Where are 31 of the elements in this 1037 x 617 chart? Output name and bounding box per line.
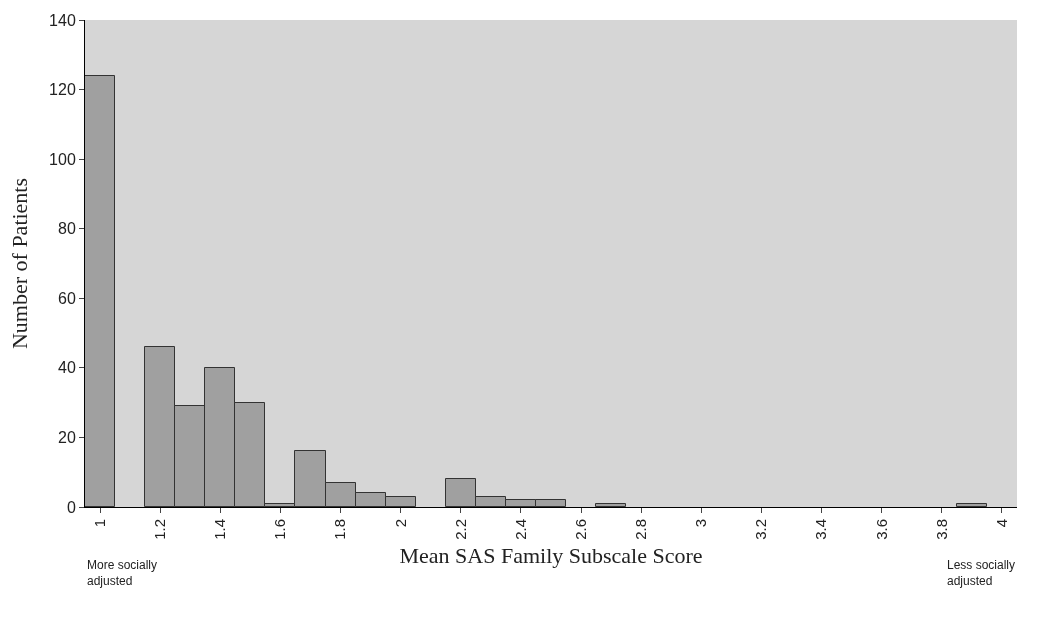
y-tick-label: 80: [58, 220, 76, 238]
y-axis-title: Number of Patients: [6, 177, 32, 350]
x-tick-label: 1: [90, 519, 108, 528]
bar: [956, 503, 987, 507]
bar: [85, 75, 115, 507]
y-tick-label: 20: [58, 429, 76, 447]
x-tick-label: 3.4: [812, 519, 830, 540]
x-tick-label: 3.2: [752, 519, 770, 540]
y-tick-label: 100: [49, 150, 76, 168]
y-tick-label: 40: [58, 359, 76, 377]
x-tick-label: 1.2: [151, 519, 169, 540]
x-tick-label: 2.8: [632, 519, 650, 540]
x-tick-label: 1.4: [211, 519, 229, 540]
y-tick-label: 140: [49, 11, 76, 29]
x-tick-label: 1.8: [331, 519, 349, 540]
y-tick-label: 0: [66, 498, 76, 516]
x-tick-label: 3.6: [872, 519, 890, 540]
text: Less socially adjusted: [947, 558, 1016, 588]
x-axis-title: Mean SAS Family Subscale Score: [399, 542, 703, 568]
x-tick-label: 3: [692, 519, 710, 528]
x-tick-label: 4: [992, 519, 1010, 528]
x-tick-label: 2.6: [571, 519, 589, 540]
bar: [595, 503, 626, 507]
x-tick-label: 2: [391, 519, 409, 528]
y-tick-label: 120: [49, 81, 76, 99]
x-tick-label: 3.8: [932, 519, 950, 540]
x-tick-label: 1.6: [271, 519, 289, 540]
x-tick-label: 2.4: [511, 519, 529, 540]
x-tick-label: 2.2: [451, 519, 469, 540]
text: More socially adjusted: [87, 558, 158, 588]
y-tick-label: 60: [58, 289, 76, 307]
